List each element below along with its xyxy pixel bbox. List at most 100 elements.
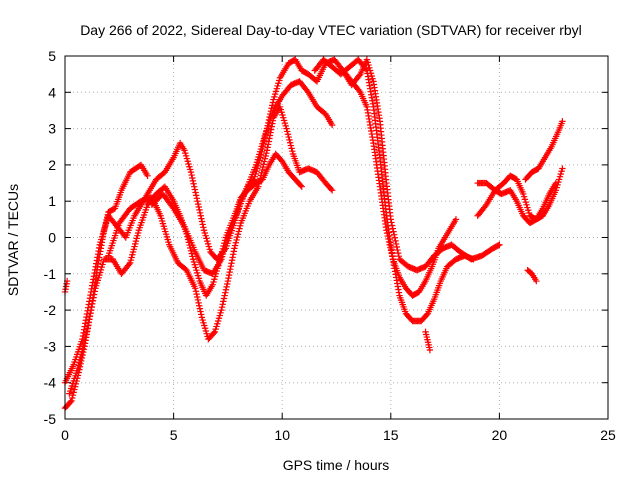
data-point [235,228,242,235]
data-point [79,345,86,352]
data-point [80,339,88,347]
data-point [495,242,502,249]
data-point [80,342,87,350]
data-point [187,168,195,176]
data-point [197,212,204,219]
x-axis-label: GPS time / hours [283,457,390,473]
y-tick-label: 0 [48,230,56,246]
data-point [71,383,79,390]
data-point [75,362,82,369]
data-point [78,351,85,358]
data-point [284,131,292,138]
data-point [388,250,395,257]
data-point [81,337,88,344]
data-series [524,266,540,285]
data-point [231,245,238,252]
y-tick-label: 3 [48,121,56,137]
data-point [188,171,195,179]
data-point [328,121,336,129]
data-point [200,224,207,231]
data-point [222,289,229,296]
data-point [70,389,77,396]
data-point [192,288,200,295]
data-point [395,253,403,260]
data-point [86,313,94,320]
data-point [190,180,197,187]
data-point [144,172,151,179]
data-point [533,277,540,285]
data-point [261,158,268,165]
data-point [394,246,401,254]
data-point [391,234,399,241]
data-point [89,297,97,304]
data-point [194,198,201,205]
data-point [221,292,228,299]
data-point [394,249,402,257]
data-point [82,334,89,341]
y-tick-label: 2 [48,157,56,173]
data-point [258,169,265,176]
data-point [88,303,95,311]
data-point [385,235,392,243]
y-tick-label: -1 [44,266,57,282]
data-point [85,319,92,326]
y-tick-label: -3 [44,338,57,354]
data-point [125,261,133,268]
data-point [383,227,390,234]
data-point [192,192,200,199]
data-point [219,301,226,308]
x-tick-label: 15 [383,427,399,443]
data-point [189,177,197,185]
data-point [91,288,98,295]
data-point [198,215,205,222]
data-point [194,296,202,304]
data-point [194,200,202,208]
data-point [86,316,93,323]
y-tick-label: -5 [44,411,57,427]
data-point [192,285,199,292]
data-point [90,291,98,298]
data-point [220,298,227,305]
data-layer [61,56,566,412]
data-point [236,225,243,232]
data-point [196,302,203,309]
data-point [220,295,228,302]
data-point [362,65,370,73]
y-tick-label: 1 [48,193,56,209]
x-tick-label: 0 [61,427,69,443]
data-point [423,311,430,319]
data-point [89,300,96,308]
data-point [195,203,202,211]
y-tick-label: -2 [44,302,57,318]
data-point [71,386,78,393]
data-point [210,329,217,337]
data-point [74,364,82,372]
chart-title: Day 266 of 2022, Sidereal Day-to-day VTE… [80,22,582,38]
data-point [76,359,83,366]
axis-ticks: 0 5 10 15 20 25 -5 -4 -3 -2 -1 0 1 2 3 4 5 [44,48,616,443]
data-point [257,172,265,179]
plot-frame [64,55,609,420]
y-tick-label: -4 [44,375,57,391]
data-point [198,218,206,225]
data-point [389,253,396,260]
data-series [61,277,71,296]
data-point [287,142,295,149]
data-point [259,166,266,174]
data-point [222,286,230,293]
data-series [339,67,460,299]
data-point [559,118,566,125]
data-point [385,238,393,246]
data-point [191,183,198,190]
data-point [192,189,199,196]
data-point [284,128,291,135]
data-point [169,203,176,211]
data-point [288,145,295,152]
data-point [262,152,269,160]
data-point [255,180,263,188]
data-point [470,256,477,263]
data-point [496,241,503,248]
data-point [256,177,263,185]
data-point [77,353,84,361]
data-point [197,308,204,315]
